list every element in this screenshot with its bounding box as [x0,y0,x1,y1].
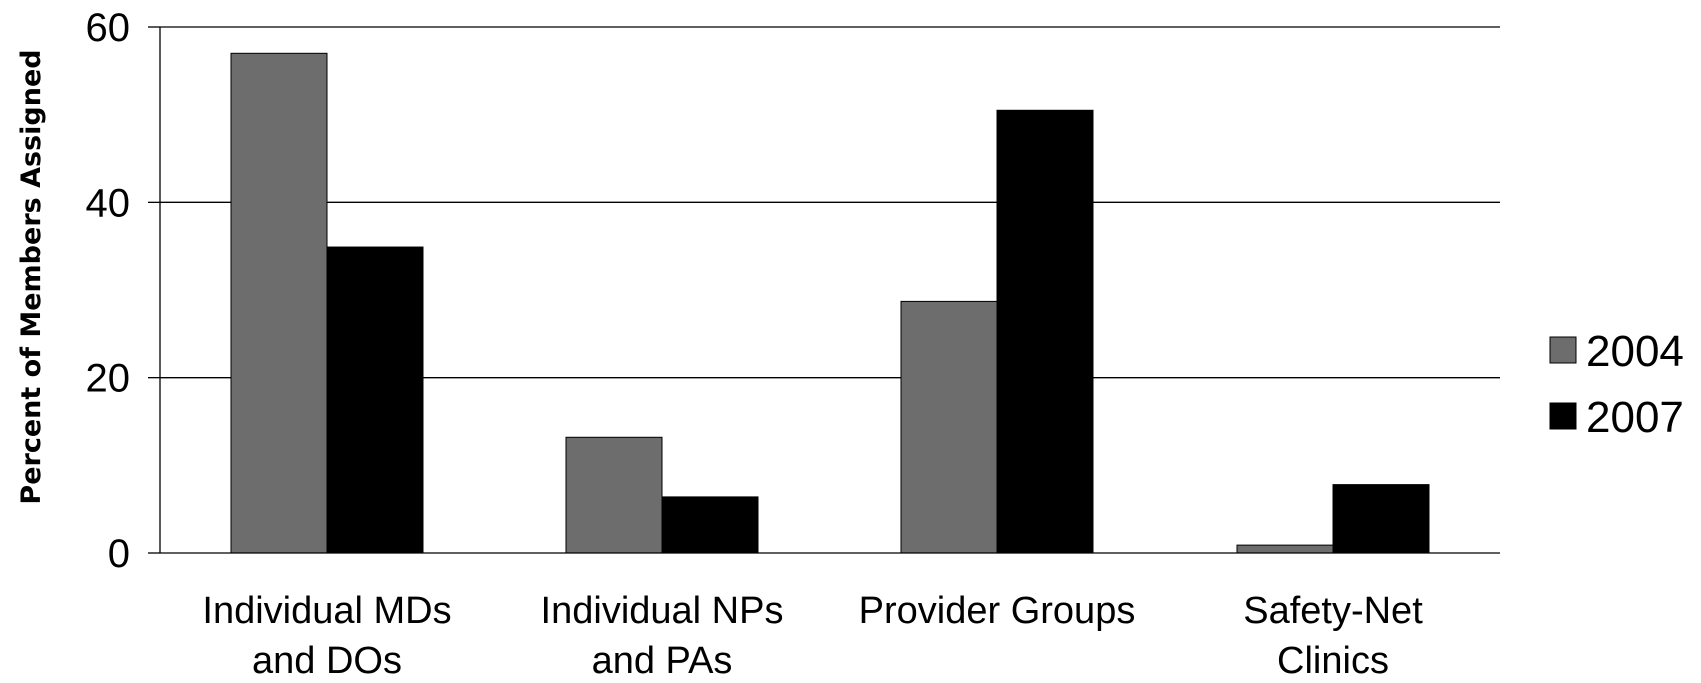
category-label: Safety-Net [1243,590,1423,632]
bar-2004-1 [565,436,663,554]
bar-2007-3 [1332,484,1430,554]
bar-2007-2 [996,109,1094,554]
category-label: Clinics [1277,640,1389,682]
category-label: Provider Groups [859,590,1136,632]
bar-2004-3 [1236,544,1334,554]
category-label: and DOs [252,640,402,682]
category-label: Individual NPs [541,590,784,632]
y-tick-label: 0 [108,532,130,576]
y-axis-title: Percent of Members Assigned [16,49,47,504]
legend-label: 2004 [1586,327,1684,376]
y-tick-label: 40 [86,181,131,225]
category-labels: Individual MDs and DOs Individual NPs and P… [202,590,1423,682]
legend-swatch-2004 [1549,336,1577,364]
bar-2004-0 [230,52,328,554]
bar-2007-1 [661,496,759,554]
legend-swatch-2007 [1549,402,1577,430]
y-tick-label: 60 [86,6,131,50]
bar-2007-0 [326,246,424,554]
bars [230,52,1430,554]
axes [148,26,1500,554]
y-tick-label: 20 [86,357,131,401]
y-tick-labels: 0 20 40 60 [86,6,131,576]
legend-label: 2007 [1586,393,1684,442]
bar-2004-2 [900,300,998,554]
category-label: Individual MDs [202,590,451,632]
legend: 2004 2007 [1549,327,1684,442]
category-label: and PAs [592,640,733,682]
